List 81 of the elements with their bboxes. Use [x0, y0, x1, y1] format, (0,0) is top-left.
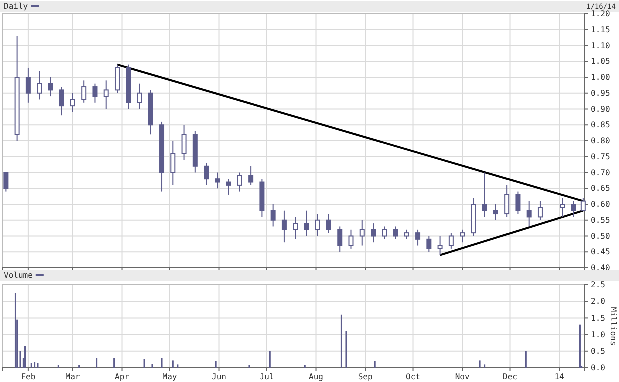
y-tick-label: 0.80: [591, 136, 610, 146]
x-tick-label: Feb: [21, 372, 36, 382]
candlestick: [315, 214, 320, 237]
candlestick: [448, 232, 454, 250]
y-tick-label: 0.90: [591, 104, 610, 114]
y-tick-label: 0.65: [591, 184, 610, 194]
x-tick-label: Oct: [406, 372, 421, 382]
candlestick: [293, 216, 298, 240]
x-tick-label: Aug: [309, 372, 324, 382]
y-tick-label: 0.55: [591, 216, 610, 225]
x-tick-label: Mar: [66, 372, 80, 382]
x-tick-label: Dec: [503, 372, 518, 382]
candlestick: [493, 204, 498, 221]
y-tick-label: 2.0: [591, 297, 606, 306]
candlestick: [182, 124, 187, 161]
candlestick: [170, 140, 176, 186]
candlestick: [70, 92, 76, 113]
candlestick: [438, 236, 443, 256]
y-tick-label: 1.5: [591, 314, 606, 323]
candlestick: [482, 172, 488, 218]
candlestick: [92, 83, 98, 104]
x-tick-label: Jul: [260, 372, 274, 382]
y-tick-label: 0.70: [591, 168, 610, 178]
candlestick: [348, 229, 354, 250]
candlestick: [560, 198, 566, 218]
legend-label: Volume: [4, 271, 34, 280]
candlestick: [48, 77, 54, 98]
candlestick: [404, 229, 410, 240]
y-tick-label: 2.5: [591, 280, 606, 290]
candlestick: [114, 64, 120, 94]
candlestick: [460, 229, 466, 244]
candlestick: [282, 210, 287, 244]
candlestick: [538, 200, 543, 221]
y-tick-label: 1.0: [591, 330, 606, 340]
candlestick: [360, 220, 365, 246]
candlestick: [304, 210, 310, 237]
y-tick-label: 1.10: [591, 41, 610, 50]
candlestick: [82, 80, 87, 104]
candlestick: [4, 172, 9, 192]
candlestick: [248, 166, 254, 186]
candlestick: [104, 80, 109, 110]
candlestick: [226, 178, 232, 196]
x-tick-label: Sep: [358, 372, 373, 382]
candlestick: [270, 204, 276, 228]
candlestick: [393, 226, 398, 240]
y-tick-label: 1.00: [591, 73, 610, 82]
y-tick-label: 1.15: [591, 25, 610, 34]
y-tick-label: 0.50: [591, 232, 610, 241]
legend-label: Daily: [4, 2, 28, 11]
candlestick: [571, 200, 576, 218]
candlestick: [426, 236, 432, 253]
y-tick-label: 0.75: [591, 152, 610, 162]
candlestick: [526, 200, 532, 228]
y-tick-label: 0.85: [591, 120, 610, 130]
candlestick: [37, 70, 42, 100]
x-tick-label: Apr: [115, 372, 130, 382]
y-tick-label: 0.60: [591, 200, 610, 210]
candlestick: [237, 172, 242, 192]
y-tick-label: 0.45: [591, 248, 610, 257]
candlestick: [326, 214, 332, 234]
candlestick: [137, 83, 142, 110]
candlestick: [416, 229, 421, 246]
x-tick-label: Jun: [212, 372, 227, 382]
candlestick: [382, 226, 388, 240]
y-tick-label: 0.0: [591, 364, 606, 373]
y-tick-label: 1.20: [591, 10, 610, 19]
y-tick-label: 1.05: [591, 57, 610, 66]
candlestick: [215, 172, 220, 190]
x-tick-label: Nov: [455, 372, 470, 382]
candlestick: [26, 67, 31, 104]
candlestick: [59, 86, 64, 116]
x-tick-label: 14: [554, 372, 565, 382]
candlestick: [371, 223, 376, 244]
candlestick: [204, 162, 210, 186]
candlestick: [338, 226, 343, 253]
x-tick-label: May: [162, 372, 178, 382]
y-tick-label: 0.5: [591, 346, 606, 356]
y-tick-label: 0.95: [591, 88, 610, 98]
candlestick: [516, 191, 521, 215]
candlestick: [504, 184, 510, 218]
y-axis-title: Millions: [609, 307, 618, 346]
